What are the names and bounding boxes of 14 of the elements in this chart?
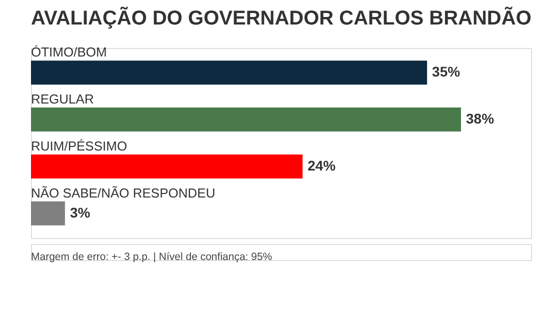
bar [31, 60, 428, 85]
data-label: 24% [308, 157, 336, 174]
chart-title: AVALIAÇÃO DO GOVERNADOR CARLOS BRANDÃO [31, 6, 532, 30]
y-tick-label: RUIM/PÉSSIMO [31, 138, 128, 154]
y-tick-label: NÃO SABE/NÃO RESPONDEU [31, 185, 216, 200]
data-label: 35% [432, 64, 461, 80]
bar [31, 154, 303, 178]
text: Margem de erro: +- 3 p.p. | Nível de confiança: 95% [31, 251, 272, 263]
y-tick-label: ÓTIMO/BOM [31, 44, 107, 60]
bar [31, 108, 461, 132]
data-label: 38% [466, 110, 495, 127]
bar [31, 201, 65, 226]
y-tick-label: REGULAR [31, 92, 94, 107]
data-label: 3% [70, 204, 91, 220]
